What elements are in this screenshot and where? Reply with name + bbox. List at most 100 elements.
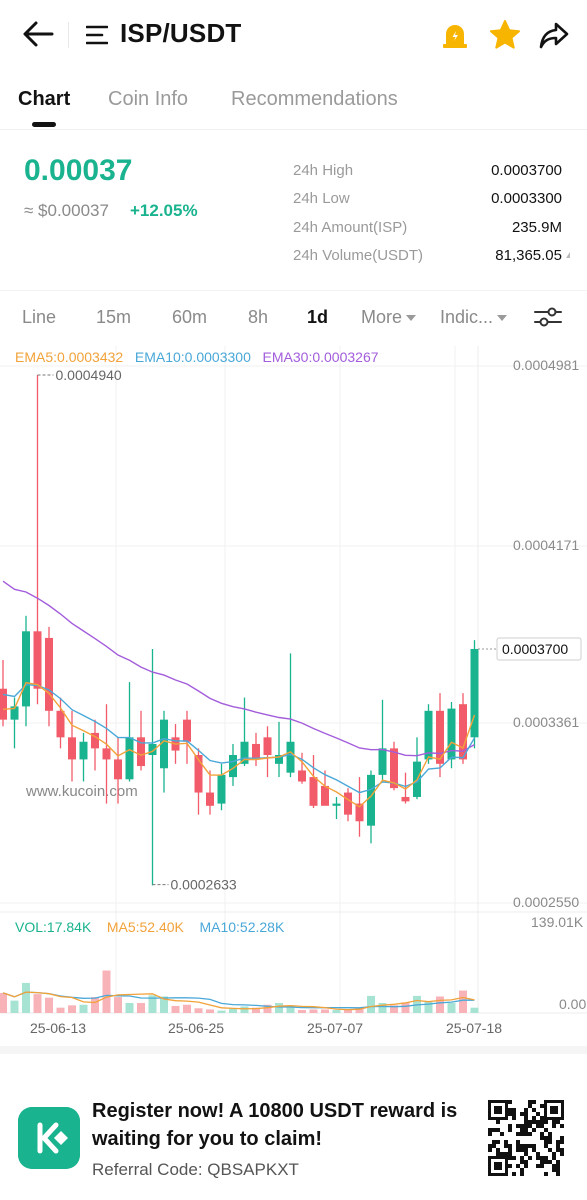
price-axis-label: 0.0004981 xyxy=(513,357,579,373)
interval-15m[interactable]: 15m xyxy=(96,307,131,328)
promo-headline[interactable]: Register now! A 10800 USDT reward is wai… xyxy=(92,1097,472,1153)
qr-module xyxy=(532,1148,536,1152)
candle-body xyxy=(333,804,341,806)
candle-body xyxy=(206,793,214,806)
interval-1d[interactable]: 1d xyxy=(307,307,328,328)
qr-module xyxy=(524,1144,528,1148)
pair-title[interactable]: ISP/USDT xyxy=(120,18,242,49)
qr-module xyxy=(536,1152,540,1156)
candle-body xyxy=(321,786,329,806)
qr-module xyxy=(528,1124,532,1128)
candle-body xyxy=(114,759,122,779)
price-alert-icon[interactable] xyxy=(440,20,470,50)
qr-module xyxy=(528,1120,532,1124)
qr-module xyxy=(540,1132,544,1136)
qr-module xyxy=(556,1172,560,1176)
candle-body xyxy=(183,720,191,742)
candle-body xyxy=(0,689,7,720)
qr-module xyxy=(508,1156,512,1160)
volume-bar xyxy=(0,993,7,1013)
arrow-left-icon[interactable] xyxy=(22,20,54,48)
date-label: 25-07-18 xyxy=(446,1020,502,1036)
qr-module xyxy=(540,1136,544,1140)
stat-low-value: 0.0003300 xyxy=(491,190,562,207)
qr-module xyxy=(548,1132,552,1136)
volume-bar xyxy=(91,997,99,1013)
qr-module xyxy=(508,1164,512,1168)
qr-module xyxy=(508,1112,512,1116)
volume-bar xyxy=(298,1010,306,1013)
chevron-down-icon xyxy=(497,315,507,321)
qr-module xyxy=(488,1132,492,1136)
watermark-text: www.kucoin.com xyxy=(25,783,138,800)
qr-module xyxy=(556,1160,560,1164)
qr-module xyxy=(516,1140,520,1144)
indicators-dropdown[interactable]: Indic... xyxy=(440,307,507,328)
volume-bar xyxy=(241,1007,249,1013)
qr-module xyxy=(508,1100,512,1104)
interval-line[interactable]: Line xyxy=(22,307,56,328)
qr-module xyxy=(556,1144,560,1148)
qr-finder-core xyxy=(550,1106,558,1114)
qr-module xyxy=(524,1152,528,1156)
candle-body xyxy=(402,797,410,801)
qr-module xyxy=(520,1144,524,1148)
qr-module xyxy=(552,1164,556,1168)
stat-low-label: 24h Low xyxy=(293,190,350,207)
qr-module xyxy=(532,1108,536,1112)
qr-module xyxy=(496,1148,500,1152)
sliders-icon[interactable] xyxy=(533,303,563,331)
qr-module xyxy=(524,1148,528,1152)
qr-module xyxy=(512,1156,516,1160)
qr-module xyxy=(512,1108,516,1112)
qr-module xyxy=(524,1108,528,1112)
price-axis-label: 0.0003361 xyxy=(513,714,579,730)
volume-bar xyxy=(137,1003,145,1013)
candle-body xyxy=(103,748,111,759)
candle-body xyxy=(34,631,42,688)
candlestick-chart[interactable]: www.kucoin.com 0.0004981 0.0004171 0.000336… xyxy=(0,340,587,1045)
candle-body xyxy=(264,737,272,755)
tab-coin-info[interactable]: Coin Info xyxy=(108,88,188,111)
qr-module xyxy=(508,1128,512,1132)
qr-module xyxy=(556,1140,560,1144)
interval-more[interactable]: More xyxy=(361,307,416,328)
high-marker-label: 0.0004940 xyxy=(56,367,122,383)
volume-bar xyxy=(22,983,30,1013)
usd-price: ≈ $0.00037 xyxy=(24,201,109,221)
qr-module xyxy=(552,1120,556,1124)
volume-bar xyxy=(172,1006,180,1013)
qr-module xyxy=(512,1172,516,1176)
qr-module xyxy=(520,1128,524,1132)
qr-module xyxy=(508,1124,512,1128)
section-divider xyxy=(0,1046,587,1054)
interval-8h[interactable]: 8h xyxy=(248,307,268,328)
qr-module xyxy=(556,1120,560,1124)
qr-module xyxy=(528,1144,532,1148)
menu-icon[interactable] xyxy=(86,24,108,46)
date-label: 25-07-07 xyxy=(307,1020,363,1036)
volume-bar xyxy=(80,1005,88,1013)
candle-body xyxy=(287,742,295,773)
qr-module xyxy=(540,1164,544,1168)
volume-bar xyxy=(436,996,444,1013)
star-icon[interactable] xyxy=(488,18,522,52)
qr-module xyxy=(520,1132,524,1136)
date-label: 25-06-25 xyxy=(168,1020,224,1036)
qr-code-icon xyxy=(488,1100,564,1176)
qr-module xyxy=(512,1112,516,1116)
tab-bar: Chart Coin Info Recommendations xyxy=(0,80,587,130)
share-icon[interactable] xyxy=(538,20,570,50)
qr-module xyxy=(492,1144,496,1148)
qr-module xyxy=(532,1144,536,1148)
qr-module xyxy=(524,1164,528,1168)
qr-module xyxy=(488,1148,492,1152)
interval-bar: Line 15m 60m 8h 1d More Indic... xyxy=(0,290,587,346)
qr-module xyxy=(520,1124,524,1128)
qr-module xyxy=(512,1116,516,1120)
qr-module xyxy=(532,1100,536,1104)
price-axis-label: 0.0004171 xyxy=(513,537,579,553)
tab-recommendations[interactable]: Recommendations xyxy=(231,88,398,111)
tab-chart[interactable]: Chart xyxy=(18,88,70,111)
interval-60m[interactable]: 60m xyxy=(172,307,207,328)
